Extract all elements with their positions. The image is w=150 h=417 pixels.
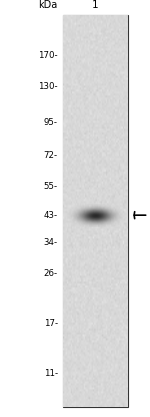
Text: 170-: 170-: [38, 51, 58, 60]
Text: 43-: 43-: [44, 211, 58, 220]
Text: 26-: 26-: [44, 269, 58, 278]
Bar: [63, 15, 128, 407]
Text: 17-: 17-: [44, 319, 58, 328]
Text: 130-: 130-: [38, 82, 58, 91]
Text: kDa: kDa: [39, 0, 58, 10]
Text: 11-: 11-: [44, 369, 58, 378]
Text: 1: 1: [92, 0, 99, 10]
Text: 72-: 72-: [44, 151, 58, 160]
Text: 55-: 55-: [44, 182, 58, 191]
Text: 34-: 34-: [44, 238, 58, 247]
Text: 95-: 95-: [44, 118, 58, 128]
